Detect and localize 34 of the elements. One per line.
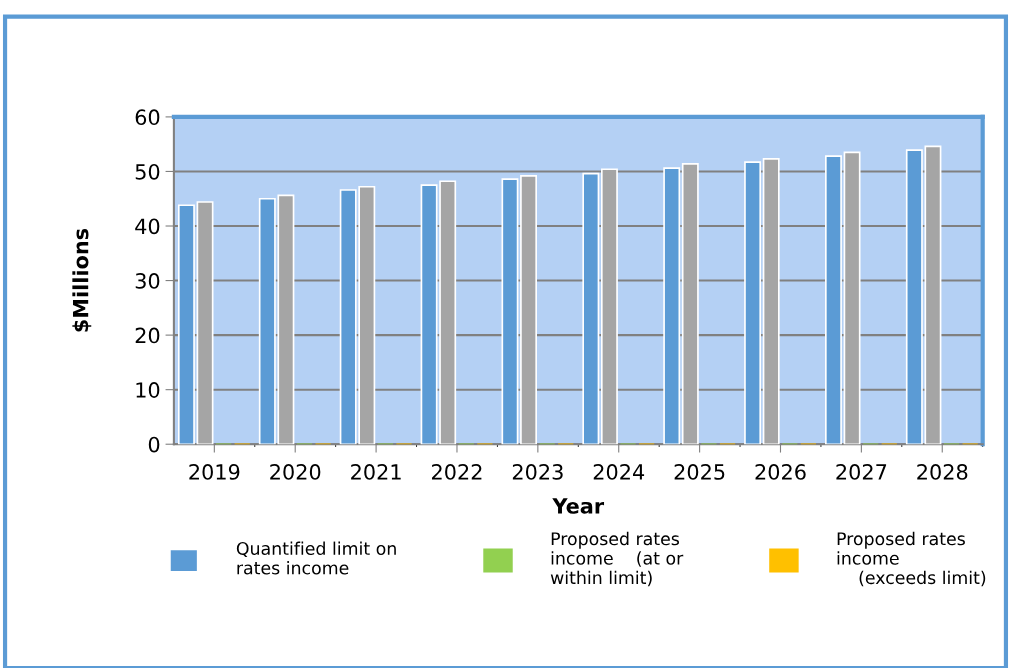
x-tick-label: 2025 <box>674 464 725 480</box>
x-tick-label: 2019 <box>189 464 240 480</box>
y-axis-title: $Millions <box>72 228 92 332</box>
bar <box>663 167 681 445</box>
x-axis-title: Year <box>552 498 605 514</box>
bar <box>582 172 600 445</box>
bar <box>744 161 762 445</box>
x-tick-label: 2021 <box>351 464 401 480</box>
bar <box>681 162 699 445</box>
bar <box>600 168 618 445</box>
bar <box>177 204 195 445</box>
y-tick-label: 30 <box>135 273 160 289</box>
x-tick-label: 2024 <box>593 464 645 480</box>
y-tick-label: 20 <box>135 327 160 344</box>
bar <box>843 151 861 445</box>
x-tick-label: 2027 <box>836 464 887 480</box>
y-tick-label: 0 <box>148 436 160 453</box>
y-tick-label: 40 <box>135 218 160 235</box>
legend-label: Proposed rates income (exceeds limit) <box>837 531 986 587</box>
legend-label: Quantified limit on rates income <box>236 541 396 575</box>
y-tick-label: 50 <box>135 163 160 180</box>
bar <box>520 174 538 445</box>
x-tick-label: 2022 <box>431 464 482 480</box>
bar <box>825 155 842 445</box>
y-tick-label: 60 <box>135 109 160 126</box>
legend-label: Proposed rates income (at or within limit) <box>550 531 684 587</box>
bar <box>501 178 519 445</box>
x-tick-label: 2020 <box>270 464 321 480</box>
x-tick-label: 2023 <box>512 464 563 480</box>
x-tick-label: 2028 <box>917 464 968 480</box>
bar <box>762 158 780 445</box>
bar <box>196 201 214 445</box>
y-tick-label: 10 <box>136 382 160 398</box>
x-tick-label: 2026 <box>755 464 806 480</box>
